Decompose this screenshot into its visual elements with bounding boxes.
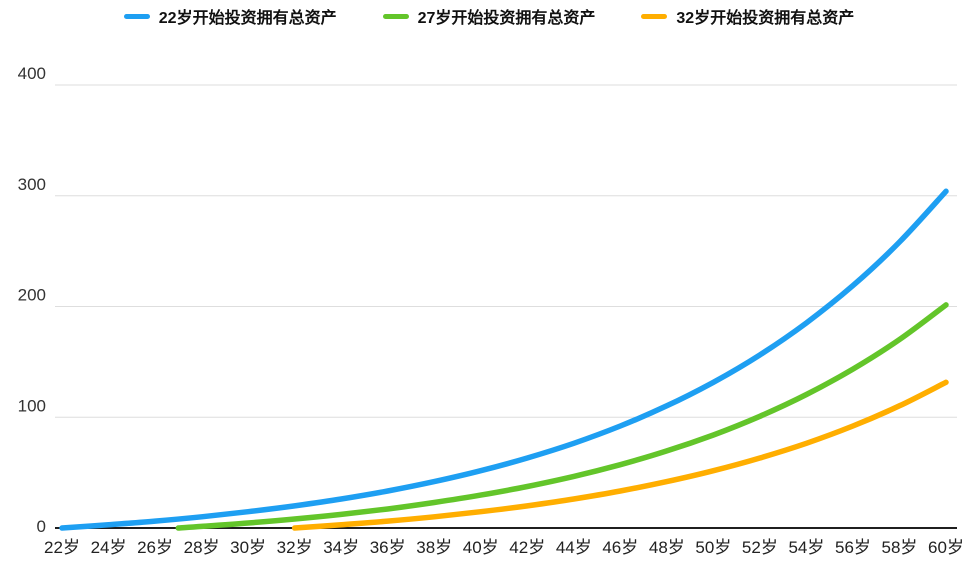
x-axis-tick-label: 58岁 [882, 538, 918, 557]
x-axis-tick-label: 54岁 [788, 538, 824, 557]
x-axis-tick-label: 26岁 [137, 538, 173, 557]
x-axis-tick-label: 36岁 [370, 538, 406, 557]
legend-label: 32岁开始投资拥有总资产 [676, 10, 855, 27]
x-axis-tick-label: 46岁 [602, 538, 638, 557]
x-axis-tick-label: 28岁 [184, 538, 220, 557]
y-axis-tick-label: 300 [18, 175, 46, 194]
series-line [291, 379, 949, 531]
x-axis-tick-label: 44岁 [556, 538, 592, 557]
x-axis-tick-label: 42岁 [509, 538, 545, 557]
legend-line-icon [382, 13, 409, 19]
legend-line-icon [641, 13, 668, 19]
legend-item-start-32[interactable]: 32岁开始投资拥有总资产 [641, 4, 854, 28]
series-line [59, 188, 949, 531]
x-axis-tick-label: 60岁 [928, 538, 964, 557]
series-line [175, 302, 949, 531]
x-axis-tick-label: 30岁 [230, 538, 266, 557]
x-axis-tick-label: 38岁 [416, 538, 452, 557]
legend-item-start-27[interactable]: 27岁开始投资拥有总资产 [382, 4, 596, 28]
x-axis-tick-label: 56岁 [835, 538, 871, 557]
legend-line-icon [123, 13, 150, 19]
chart-legend: 22岁开始投资拥有总资产 27岁开始投资拥有总资产 32岁开始投资拥有总资产 [0, 4, 978, 28]
legend-label: 27岁开始投资拥有总资产 [417, 10, 596, 27]
y-axis-tick-label: 100 [18, 396, 46, 415]
x-axis-tick-label: 50岁 [695, 538, 731, 557]
x-axis-tick-label: 40岁 [463, 538, 499, 557]
x-axis-tick-label: 34岁 [323, 538, 359, 557]
x-axis-tick-label: 48岁 [649, 538, 685, 557]
legend-label: 22岁开始投资拥有总资产 [158, 10, 337, 27]
x-axis-tick-label: 32岁 [277, 538, 313, 557]
y-axis-tick-label: 0 [37, 517, 46, 536]
x-axis-tick-label: 24岁 [91, 538, 127, 557]
y-axis-tick-label: 200 [18, 286, 46, 305]
legend-item-start-22[interactable]: 22岁开始投资拥有总资产 [123, 4, 337, 28]
x-axis-tick-label: 22岁 [44, 538, 80, 557]
x-axis-tick-label: 52岁 [742, 538, 778, 557]
y-axis-tick-label: 400 [18, 64, 46, 83]
